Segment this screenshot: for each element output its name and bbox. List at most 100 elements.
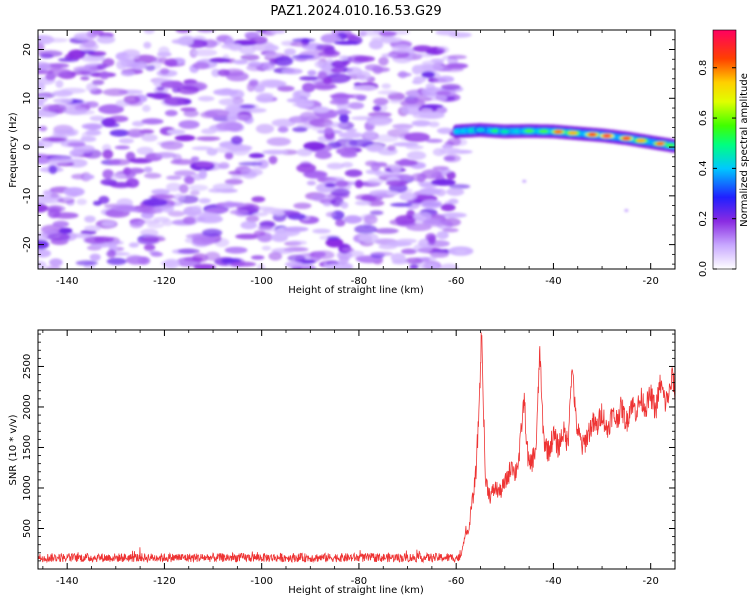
- spectrogram-noise-blob: [428, 121, 440, 128]
- spectrogram-noise-blob: [160, 80, 184, 89]
- spectrogram-noise-blob: [232, 114, 252, 121]
- spectrogram-noise-blob: [273, 56, 294, 67]
- spectrogram-ytick-label: 0: [22, 144, 33, 150]
- spectrogram-noise-blob: [136, 146, 154, 155]
- spectrogram-noise-blob: [197, 95, 215, 102]
- spectrogram-noise-blob: [246, 82, 255, 92]
- spectrogram-noise-blob: [373, 97, 389, 106]
- spectrogram-noise-blob: [348, 139, 374, 147]
- spectrogram-noise-blob: [240, 54, 260, 61]
- spectrogram-noise-blob: [356, 70, 371, 81]
- spectrogram-noise-blob: [273, 211, 286, 216]
- colorbar-tick-label: 0.4: [698, 160, 709, 176]
- spectrogram-noise-blob: [355, 200, 371, 206]
- spectrogram-noise-blob: [38, 156, 49, 164]
- spectrogram-noise-blob: [150, 251, 163, 257]
- spectrogram-noise-blob: [38, 43, 45, 51]
- spectrogram-noise-blob: [235, 233, 260, 240]
- spectrogram-noise-blob: [325, 237, 344, 248]
- signal-track: [452, 123, 675, 153]
- snr-xtick-label: -120: [153, 576, 176, 587]
- spectrogram-noise-blob: [338, 131, 364, 139]
- spectrogram-noise-blob: [123, 95, 141, 104]
- colorbar-tick-label: 0.0: [698, 261, 709, 277]
- spectrogram-noise-blob: [226, 144, 253, 152]
- spectrogram-noise-blob: [329, 99, 350, 105]
- spectrogram-noise-blob: [47, 206, 62, 213]
- signal-peak: [568, 131, 578, 135]
- spectrogram-noise-blob: [73, 144, 95, 153]
- spectrogram-noise-blob: [227, 112, 238, 123]
- spectrogram-noise-blob: [381, 83, 392, 89]
- snr-frame: [37, 329, 676, 570]
- spectrogram-noise-blob: [44, 37, 68, 43]
- signal-peak: [500, 129, 510, 134]
- spectrogram-noise-blob: [455, 249, 467, 255]
- spectrogram-noise-blob: [239, 45, 256, 55]
- spectrogram-noise-blob: [141, 134, 158, 142]
- spectrogram-noise-blob: [192, 61, 210, 70]
- spectrogram-ytick-label: -10: [22, 188, 33, 204]
- spectrogram-noise-blob: [38, 50, 63, 57]
- spectrogram-noise-blob: [177, 85, 200, 95]
- spectrogram-noise-blob: [131, 120, 145, 127]
- spectrogram-noise-blob: [418, 111, 445, 120]
- spectrogram-noise-blob: [109, 240, 124, 245]
- spectrogram-noise-blob: [372, 105, 382, 112]
- spectrogram-noise-blob: [266, 137, 291, 147]
- spectrogram-noise-blob: [338, 254, 350, 264]
- spectrogram-noise-blob: [446, 171, 456, 180]
- spectrogram-noise-blob: [314, 150, 332, 160]
- spectrogram-noise-blob: [389, 99, 402, 104]
- spectrogram-noise-blob: [253, 230, 266, 237]
- spectrogram-speck: [522, 179, 527, 183]
- spectrogram-noise-blob: [446, 187, 465, 196]
- spectrogram-noise-blob: [146, 93, 155, 98]
- spectrogram-noise-blob: [248, 153, 265, 159]
- spectrogram-noise-blob: [83, 174, 95, 180]
- spectrogram-noise-blob: [255, 123, 275, 134]
- snr-ylabel: SNR (10 * v/v): [8, 414, 19, 485]
- spectrogram-noise-blob: [447, 137, 462, 146]
- spectrogram-noise-blob: [361, 194, 376, 202]
- colorbar-label: Normalized spectral amplitude: [739, 73, 750, 227]
- spectrogram-noise-blob: [344, 169, 363, 177]
- spectrogram-noise-blob: [399, 158, 411, 165]
- spectrogram-noise-blob: [52, 212, 79, 219]
- spectrogram-noise-blob: [420, 199, 443, 209]
- spectrogram-noise-blob: [404, 257, 424, 264]
- spectrogram-noise-blob: [142, 104, 151, 113]
- spectrogram-noise-blob: [288, 240, 308, 246]
- spectrogram-noise-blob: [296, 148, 313, 157]
- spectrogram-noise-blob: [42, 104, 57, 112]
- spectrogram-noise-blob: [166, 182, 182, 192]
- spectrogram-noise-blob: [127, 167, 145, 174]
- spectrogram-noise-blob: [366, 199, 385, 207]
- spectrogram-noise-blob: [238, 161, 263, 166]
- spectrogram-noise-blob: [299, 111, 317, 121]
- spectrogram-noise-blob: [84, 236, 109, 244]
- spectrogram-noise-blob: [421, 71, 436, 78]
- spectrogram-noise-blob: [144, 172, 162, 179]
- spectrogram-noise-blob: [322, 77, 332, 85]
- spectrogram-noise-blob: [218, 162, 230, 169]
- spectrogram-noise-blob: [224, 152, 234, 160]
- spectrogram-noise-blob: [192, 49, 218, 57]
- spectrogram-noise-blob: [38, 83, 46, 92]
- spectrogram-noise-blob: [246, 64, 264, 72]
- signal-peak: [636, 138, 646, 143]
- snr-ytick-label: 1500: [22, 435, 33, 460]
- spectrogram-noise-blob: [221, 43, 243, 50]
- spectrogram-noise-blob: [38, 109, 46, 118]
- signal-peak: [621, 136, 631, 141]
- spectrogram-noise-blob: [253, 84, 265, 93]
- spectrogram-noise-blob: [255, 93, 274, 103]
- spectrogram-noise-blob: [109, 129, 130, 137]
- spectrogram-noise-blob: [448, 198, 459, 205]
- spectrogram-noise-blob: [422, 218, 448, 227]
- spectrogram-noise-blob: [270, 30, 286, 34]
- snr-ytick-label: 1000: [22, 475, 33, 500]
- spectrogram-noise-blob: [80, 76, 90, 81]
- spectrogram-noise-blob: [63, 196, 73, 202]
- spectrogram-frame: [37, 29, 676, 270]
